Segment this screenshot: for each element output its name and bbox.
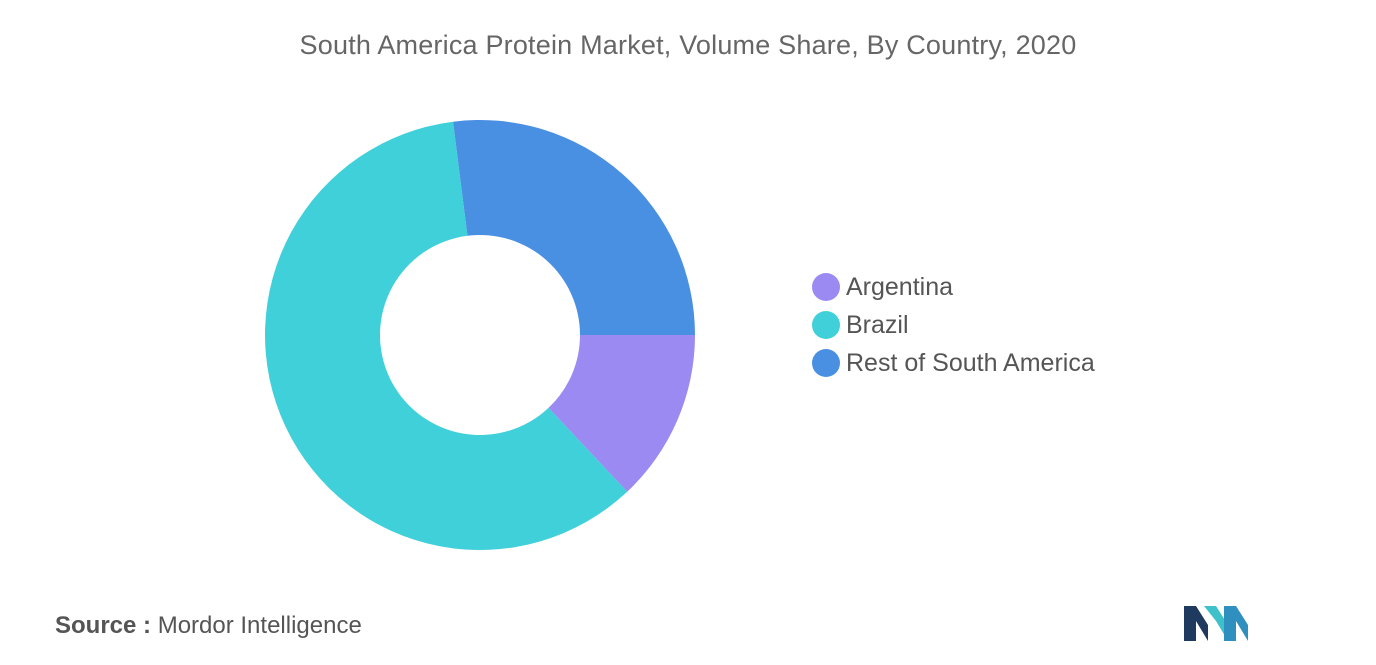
legend-swatch-argentina: [812, 273, 840, 301]
logo-shape-left: [1184, 606, 1208, 641]
legend-item-rest-of-south-america[interactable]: Rest of South America: [812, 344, 1095, 382]
slice-brazil[interactable]: [265, 121, 628, 550]
source-text: Mordor Intelligence: [157, 612, 362, 639]
slice-argentina[interactable]: [548, 335, 695, 492]
legend-item-argentina[interactable]: Argentina: [812, 268, 1095, 306]
legend-label-rest-of-south-america: Rest of South America: [846, 348, 1095, 377]
donut-slices: [265, 120, 695, 550]
mordor-intelligence-logo-icon: [1184, 606, 1248, 641]
logo-shape-mid: [1204, 606, 1228, 641]
legend-swatch-rest-of-south-america: [812, 349, 840, 377]
chart-title: South America Protein Market, Volume Sha…: [299, 30, 1077, 60]
logo-shape-right: [1224, 606, 1248, 641]
legend-label-argentina: Argentina: [846, 272, 954, 301]
source-note: Source : Mordor Intelligence: [55, 612, 362, 640]
chart-legend: Argentina Brazil Rest of South America: [812, 268, 1095, 382]
slice-rest-of-south-america[interactable]: [453, 120, 695, 335]
legend-label-brazil: Brazil: [846, 310, 909, 339]
legend-item-brazil[interactable]: Brazil: [812, 306, 1095, 344]
legend-swatch-brazil: [812, 311, 840, 339]
source-label: Source :: [55, 612, 152, 639]
